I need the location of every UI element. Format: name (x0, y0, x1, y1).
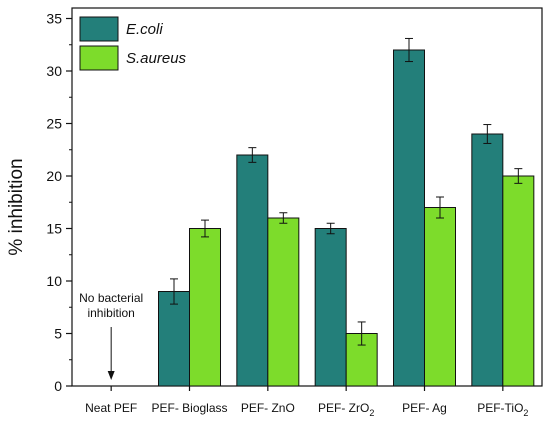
plot-frame (71, 7, 543, 387)
annotation-arrowhead (107, 371, 115, 380)
x-tick-label: Neat PEF (85, 401, 137, 415)
bar (502, 175, 535, 387)
annotation-text: inhibition (87, 306, 134, 320)
y-tick-label: 35 (46, 11, 62, 27)
bar (189, 228, 221, 387)
y-tick-label: 5 (54, 326, 62, 342)
x-tick-label: PEF- Ag (402, 401, 447, 415)
bars-group (158, 49, 535, 387)
bar (393, 49, 425, 387)
legend-label: S.aureus (126, 50, 187, 67)
y-tick-label: 0 (54, 378, 62, 394)
y-axis-title: % inhibition (6, 158, 27, 255)
x-tick-label: PEF- ZnO (241, 401, 295, 415)
axes-group: 0 5 10 15 20 25 30 35 Neat PEF PEF- Bioglass PEF- … (46, 11, 528, 419)
legend: E.coli S.aureus (79, 16, 187, 71)
y-tick-label: 20 (46, 168, 62, 184)
bar (314, 228, 347, 387)
y-tick-label: 15 (46, 221, 62, 237)
legend-swatch (79, 45, 119, 71)
y-tick-label: 25 (46, 116, 62, 132)
bar (236, 154, 269, 387)
bar (267, 217, 300, 387)
annotation-text: No bacterial (79, 291, 143, 305)
plot-area (71, 7, 543, 387)
legend-swatch (79, 16, 119, 42)
x-tick-label: PEF-TiO2 (477, 401, 528, 418)
y-tick-label: 30 (46, 63, 62, 79)
error-bars-group (170, 37, 523, 346)
x-tick-label: PEF- Bioglass (151, 401, 227, 415)
bar (424, 207, 456, 387)
y-tick-label: 10 (46, 273, 62, 289)
legend-label: E.coli (126, 21, 163, 38)
x-tick-label: PEF- ZrO2 (318, 401, 374, 418)
bar (471, 133, 504, 387)
bar (158, 291, 190, 387)
